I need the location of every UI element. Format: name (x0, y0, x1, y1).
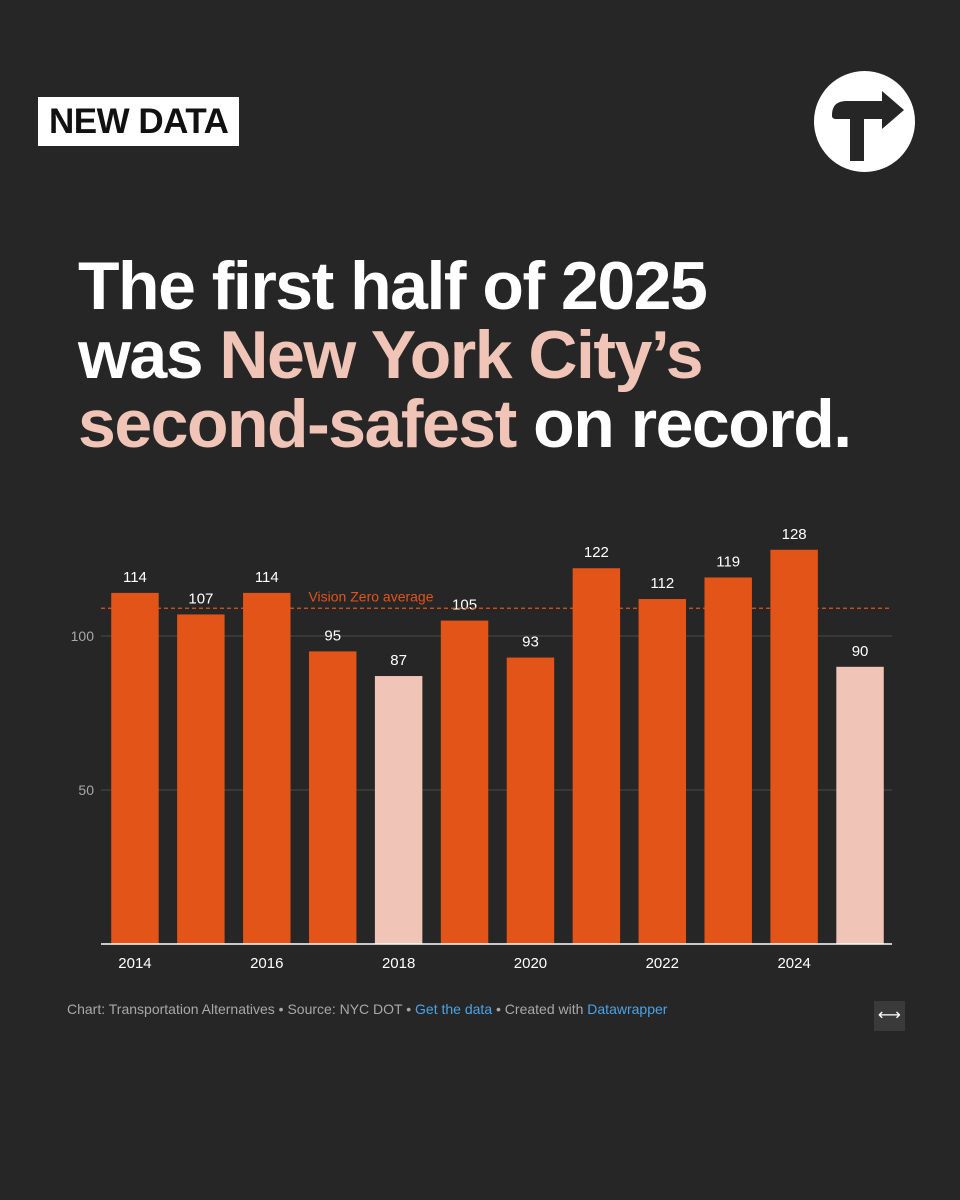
headline: The first half of 2025 was New York City… (78, 252, 938, 459)
get-the-data-link[interactable]: Get the data (415, 1001, 493, 1017)
bar (704, 577, 752, 944)
bar-value-label: 93 (522, 634, 539, 651)
bar-value-label: 107 (188, 590, 213, 607)
logo (814, 71, 915, 172)
chart-footer: Chart: Transportation Alternatives • Sou… (67, 1001, 667, 1017)
bar (836, 666, 884, 944)
headline-line-3: second-safest on record. (78, 390, 938, 459)
x-tick-label: 2022 (646, 955, 679, 972)
bar-value-label: 122 (584, 544, 609, 561)
bar (374, 676, 423, 944)
source-note: Source: NYC DOT (287, 1001, 403, 1017)
y-tick-label: 100 (71, 628, 95, 644)
bar (572, 568, 621, 944)
bar (243, 592, 291, 944)
x-tick-label: 2020 (514, 955, 547, 972)
bar-value-label: 114 (255, 569, 279, 586)
bar (770, 549, 818, 944)
headline-text: was (78, 317, 220, 393)
footer-separator: • (402, 1001, 416, 1017)
datawrapper-link[interactable]: Datawrapper (587, 1001, 668, 1017)
bar (177, 614, 225, 944)
bar-value-label: 90 (852, 643, 869, 660)
bar (308, 651, 357, 944)
bar-value-label: 112 (650, 575, 674, 592)
bar (506, 657, 555, 944)
bar-value-label: 119 (716, 553, 740, 570)
headline-line-2: was New York City’s (78, 321, 938, 390)
bar-value-label: 95 (324, 627, 341, 644)
chart-credit: Chart: Transportation Alternatives (67, 1001, 275, 1017)
bar (638, 599, 687, 944)
footer-separator: • (492, 1001, 505, 1017)
reference-line-label: Vision Zero average (308, 588, 433, 604)
footer-separator: • (274, 1001, 288, 1017)
new-data-badge: NEW DATA (38, 97, 240, 146)
headline-highlight: second-safest (78, 386, 517, 462)
headline-text: on record. (515, 386, 852, 462)
turn-arrow-icon (832, 91, 904, 161)
bar-value-label: 114 (123, 569, 147, 586)
headline-line-1: The first half of 2025 (78, 248, 708, 324)
bar (111, 592, 159, 944)
bar-value-label: 87 (390, 652, 407, 669)
bar (440, 620, 489, 944)
y-tick-label: 50 (78, 782, 94, 798)
x-tick-label: 2014 (118, 955, 151, 972)
bar-value-label: 128 (782, 526, 807, 543)
x-tick-label: 2024 (777, 955, 810, 972)
expand-chart-button[interactable]: ⟷ (874, 1001, 905, 1031)
x-tick-label: 2018 (382, 955, 415, 972)
bar-chart: 50 100 114 2014 107 114 2016 95 87 2018 105 93 2020 1… (71, 526, 892, 972)
x-tick-label: 2016 (250, 955, 283, 972)
bar-value-label: 105 (452, 597, 477, 614)
created-with-text: Created with (504, 1001, 588, 1017)
headline-highlight: New York City’s (219, 317, 703, 393)
